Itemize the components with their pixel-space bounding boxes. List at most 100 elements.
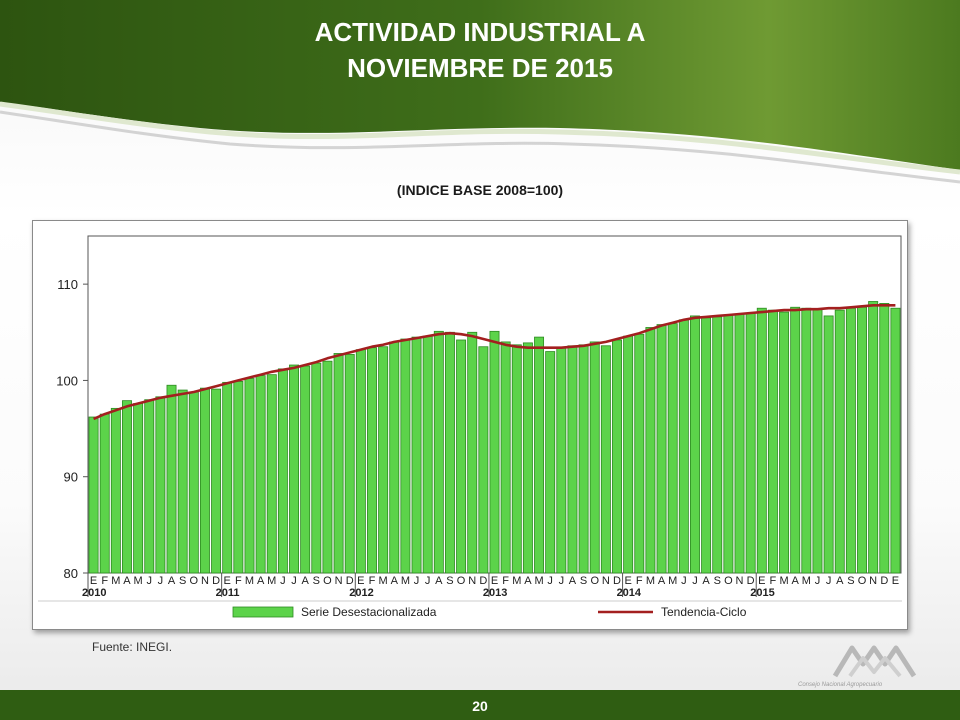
x-tick-label: J <box>158 575 164 587</box>
x-tick-label: F <box>636 575 643 587</box>
bar <box>110 407 121 574</box>
x-tick-label: S <box>446 575 453 587</box>
x-tick-label: M <box>512 575 521 587</box>
bar <box>779 311 790 574</box>
x-tick-label: F <box>101 575 108 587</box>
x-tick-label: A <box>792 575 800 587</box>
bar <box>600 345 611 574</box>
x-tick-label: F <box>502 575 509 587</box>
bar <box>277 368 288 574</box>
bar <box>812 308 823 574</box>
x-tick-label: D <box>880 575 888 587</box>
bar <box>868 301 879 574</box>
x-tick-label: N <box>736 575 744 587</box>
x-tick-label: J <box>826 575 832 587</box>
bar <box>678 319 689 574</box>
x-tick-label: M <box>245 575 254 587</box>
source-note: Fuente: INEGI. <box>92 640 173 654</box>
slide-title: ACTIVIDAD INDUSTRIAL A NOVIEMBRE DE 2015 <box>0 14 960 86</box>
x-tick-label: D <box>346 575 354 587</box>
x-tick-label: A <box>168 575 176 587</box>
x-tick-label: O <box>590 575 599 587</box>
x-tick-label: J <box>291 575 297 587</box>
x-tick-label: A <box>435 575 443 587</box>
bar <box>244 378 255 574</box>
x-tick-label: J <box>692 575 698 587</box>
y-tick-label: 110 <box>57 277 78 292</box>
bar <box>166 384 177 574</box>
x-tick-label: M <box>802 575 811 587</box>
bar <box>834 309 845 574</box>
bar <box>767 309 778 574</box>
chart-subtitle: (INDICE BASE 2008=100) <box>396 182 564 198</box>
x-tick-label: J <box>547 575 553 587</box>
x-tick-label: N <box>201 575 209 587</box>
x-tick-label: E <box>758 575 765 587</box>
year-label: 2015 <box>750 587 774 599</box>
x-tick-label: S <box>714 575 721 587</box>
chart-frame: 80 90 100 110 E F M A M J J A S O N D E F M A M J J A S O N D E F M A M J… <box>32 220 908 630</box>
header-banner <box>0 0 960 184</box>
bar <box>500 341 511 574</box>
bar <box>433 330 444 574</box>
x-tick-label: M <box>534 575 543 587</box>
year-label: 2012 <box>349 587 373 599</box>
x-tick-label: A <box>301 575 309 587</box>
bar <box>144 399 155 574</box>
bar <box>857 306 867 574</box>
x-tick-label: E <box>357 575 364 587</box>
bar <box>255 375 266 574</box>
bar <box>400 338 411 574</box>
x-tick-label: D <box>479 575 487 587</box>
x-tick-label: A <box>569 575 577 587</box>
title-line-2: NOVIEMBRE DE 2015 <box>347 53 613 83</box>
bar <box>478 346 489 574</box>
bar <box>823 315 834 574</box>
bar <box>545 351 556 574</box>
x-tick-label: S <box>313 575 320 587</box>
x-tick-label: E <box>224 575 231 587</box>
x-tick-label: J <box>815 575 821 587</box>
bar <box>589 341 600 574</box>
x-tick-label: O <box>190 575 199 587</box>
legend-label-trend: Tendencia-Ciclo <box>661 605 747 619</box>
bar <box>355 349 366 574</box>
bar <box>389 341 400 574</box>
bar <box>489 330 500 574</box>
footer-band <box>0 690 960 720</box>
bar <box>444 331 455 574</box>
legend-bar-swatch <box>232 606 294 618</box>
bar <box>378 346 389 574</box>
bar <box>756 307 767 574</box>
x-tick-label: A <box>257 575 265 587</box>
year-label: 2010 <box>82 587 106 599</box>
x-tick-label: J <box>147 575 153 587</box>
bar <box>211 388 222 574</box>
year-label: 2013 <box>483 587 507 599</box>
x-tick-label: N <box>869 575 877 587</box>
x-tick-label: A <box>524 575 532 587</box>
bar <box>634 333 645 574</box>
y-tick-label: 100 <box>56 373 78 388</box>
bar <box>623 335 634 574</box>
x-tick-label: N <box>602 575 610 587</box>
bar <box>578 344 589 574</box>
bar <box>890 307 901 574</box>
trend-line <box>93 304 896 421</box>
x-tick-label: F <box>369 575 376 587</box>
x-tick-label: A <box>836 575 844 587</box>
bar <box>122 400 132 574</box>
bar <box>266 374 277 574</box>
page-number: 20 <box>472 698 488 714</box>
y-tick-label: 90 <box>64 470 78 485</box>
x-tick-label: A <box>123 575 131 587</box>
legend-label-bars: Serie Desestacionalizada <box>301 605 437 619</box>
x-tick-label: M <box>267 575 276 587</box>
bar <box>300 365 311 574</box>
x-tick-label: N <box>468 575 476 587</box>
x-tick-label: M <box>401 575 410 587</box>
x-tick-label: M <box>134 575 143 587</box>
x-tick-label: D <box>613 575 621 587</box>
x-tick-label: O <box>724 575 733 587</box>
